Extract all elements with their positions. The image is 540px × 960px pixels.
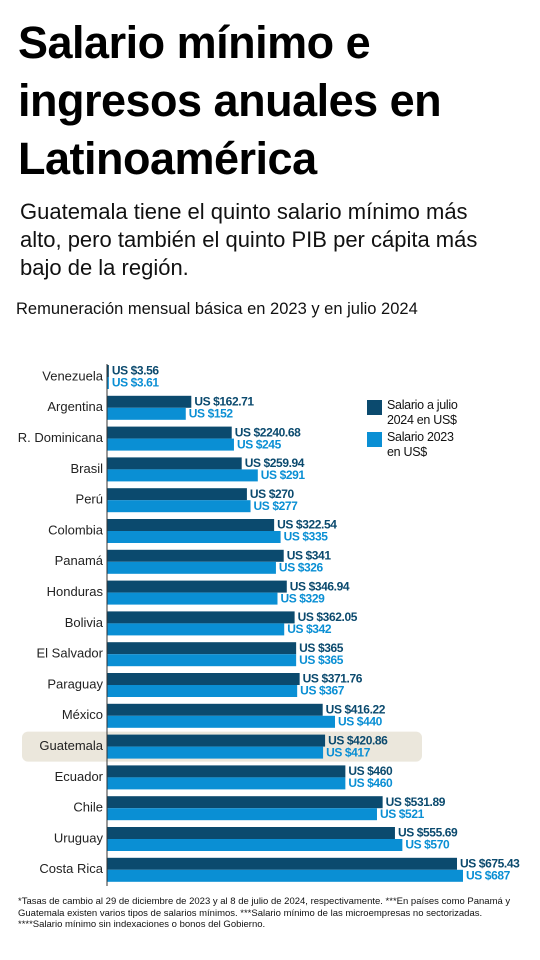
bar (107, 765, 346, 778)
value-label: US $152 (189, 406, 234, 420)
value-label: US $371.76 (303, 672, 363, 686)
category-label: Uruguay (54, 830, 104, 845)
value-label: US $322.54 (277, 518, 337, 532)
value-label: US $162.71 (194, 394, 254, 408)
title: Salario mínimo e ingresos anuales en Lat… (18, 17, 442, 184)
category-label: México (62, 707, 103, 722)
value-label: US $416.22 (326, 702, 386, 716)
value-label: US $521 (380, 807, 425, 821)
bar (107, 549, 284, 562)
bar (107, 531, 281, 543)
bar (107, 395, 192, 408)
value-label: US $245 (237, 437, 282, 451)
category-label: Chile (73, 800, 103, 815)
bar (107, 438, 234, 451)
bar (107, 673, 300, 685)
bar (107, 685, 298, 697)
bar (107, 500, 251, 513)
bar (107, 808, 377, 821)
value-label: US $3.56 (112, 364, 160, 378)
value-label: US $335 (284, 530, 329, 544)
value-label: US $365 (299, 653, 344, 667)
bar (107, 623, 285, 636)
bar (107, 715, 336, 728)
value-label: US $531.89 (386, 795, 446, 809)
value-label: US $420.86 (328, 733, 388, 747)
category-label: Paraguay (47, 676, 103, 691)
category-label: Venezuela (42, 368, 103, 383)
bar (107, 654, 297, 667)
legend-swatch (367, 400, 382, 415)
category-label: Argentina (47, 399, 103, 414)
legend-label: Salario 2023 en US$ (387, 430, 454, 459)
bar (107, 407, 186, 420)
value-label: US $342 (287, 622, 332, 636)
value-label: US $329 (280, 591, 325, 605)
category-label: Honduras (47, 584, 104, 599)
chart-title: Remuneración mensual básica en 2023 y en… (16, 300, 418, 318)
value-label: US $440 (338, 714, 383, 728)
bar (107, 561, 276, 574)
bar (107, 777, 346, 790)
bar (107, 839, 403, 851)
bar (107, 857, 458, 870)
category-label: Costa Rica (39, 861, 103, 876)
value-label: US $460 (348, 764, 393, 778)
bar (107, 580, 287, 593)
value-label: US $675.43 (460, 856, 520, 870)
bar (107, 519, 275, 531)
value-label: US $346.94 (290, 579, 350, 593)
bar (107, 592, 278, 605)
bar (107, 457, 242, 470)
bar (107, 611, 295, 624)
value-label: US $291 (261, 468, 306, 482)
value-label: US $365 (299, 641, 344, 655)
value-label: US $362.05 (298, 610, 358, 624)
value-label: US $417 (326, 745, 371, 759)
bar (107, 365, 109, 377)
value-label: US $367 (300, 684, 345, 698)
value-label: US $570 (405, 838, 450, 852)
value-label: US $2240.68 (235, 425, 301, 439)
legend-label: Salario a julio 2024 en US$ (387, 398, 458, 427)
category-label: Panamá (55, 553, 104, 568)
bar (107, 703, 323, 716)
subtitle: Guatemala tiene el quinto salario mínimo… (20, 199, 478, 280)
bar (107, 746, 324, 759)
value-label: US $555.69 (398, 826, 458, 840)
category-label: Ecuador (55, 769, 104, 784)
value-label: US $326 (279, 560, 324, 574)
category-label: R. Dominicana (18, 430, 104, 445)
value-label: US $687 (466, 868, 511, 882)
value-label: US $259.94 (245, 456, 305, 470)
bar (107, 734, 326, 747)
bar (107, 796, 383, 809)
bar (107, 642, 297, 655)
category-label: Guatemala (39, 738, 103, 753)
bar (107, 426, 232, 439)
legend-swatch (367, 432, 382, 447)
value-label: US $3.61 (112, 376, 160, 390)
category-label: Perú (76, 492, 103, 507)
category-label: El Salvador (37, 646, 104, 661)
bar (107, 469, 258, 482)
bar (107, 869, 463, 882)
bar (107, 488, 247, 501)
value-label: US $460 (348, 776, 393, 790)
value-label: US $270 (250, 487, 295, 501)
bar (107, 377, 109, 389)
bar (107, 827, 395, 839)
value-label: US $277 (254, 499, 299, 513)
value-label: US $341 (287, 548, 332, 562)
category-label: Bolivia (65, 615, 104, 630)
category-label: Colombia (48, 522, 104, 537)
category-label: Brasil (70, 461, 103, 476)
footnote: *Tasas de cambio al 29 de diciembre de 2… (18, 896, 511, 930)
